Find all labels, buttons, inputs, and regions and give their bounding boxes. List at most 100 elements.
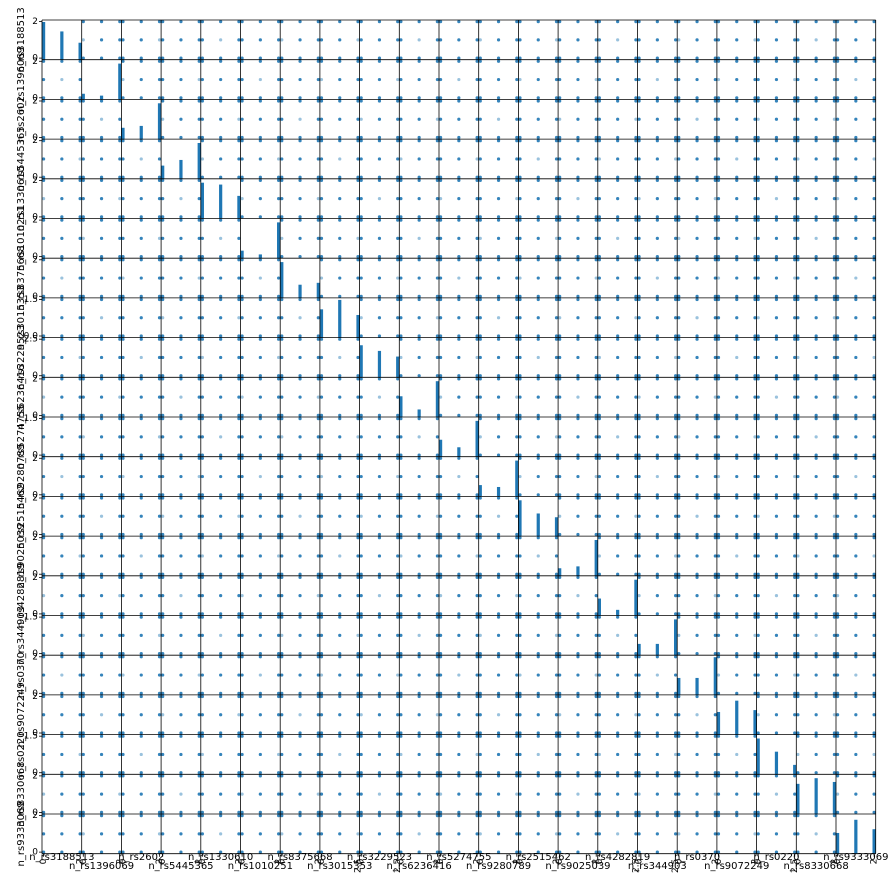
scatter-point bbox=[161, 514, 165, 518]
scatter-point bbox=[121, 297, 125, 302]
cell-n_rs8330668-vs-n_rs2515462 bbox=[518, 774, 559, 815]
scatter-point bbox=[554, 771, 559, 775]
cell-n_rs344903-vs-n_rs9025039 bbox=[558, 615, 598, 656]
scatter-point bbox=[515, 594, 519, 598]
scatter-point bbox=[258, 377, 262, 381]
scatter-point bbox=[832, 258, 837, 262]
scatter-point bbox=[197, 374, 201, 378]
cell-n_rs344903-vs-n_rs4282819 bbox=[597, 615, 638, 656]
scatter-point bbox=[872, 453, 876, 457]
scatter-point bbox=[558, 218, 562, 222]
scatter-point bbox=[258, 19, 262, 24]
scatter-point bbox=[417, 355, 421, 360]
scatter-point bbox=[634, 77, 638, 82]
scatter-point bbox=[157, 493, 162, 497]
scatter-point bbox=[60, 792, 64, 796]
scatter-point bbox=[161, 334, 165, 338]
scatter-point bbox=[60, 691, 64, 695]
scatter-point bbox=[637, 456, 641, 460]
cell-n_rs1330610-vs-n_rs5445365 bbox=[161, 178, 201, 219]
scatter-point bbox=[179, 355, 183, 360]
scatter-point bbox=[396, 615, 400, 619]
scatter-point bbox=[377, 117, 382, 121]
cell-n_rs6236416-vs-n_rs0220 bbox=[756, 377, 797, 418]
scatter-point bbox=[536, 572, 540, 576]
scatter-point bbox=[161, 652, 165, 656]
scatter-point bbox=[695, 215, 699, 219]
scatter-point bbox=[478, 96, 482, 100]
scatter-point bbox=[280, 117, 284, 121]
scatter-point bbox=[298, 413, 302, 418]
cell-n_rs8330668-vs-n_rs3229523 bbox=[359, 774, 400, 815]
scatter-point bbox=[814, 691, 818, 695]
cell-n_rs2602-vs-n_rs9280789 bbox=[478, 99, 519, 140]
scatter-point bbox=[655, 673, 659, 677]
cell-n_rs9333069-vs-n_rs8330668 bbox=[796, 813, 837, 854]
scatter-point bbox=[475, 734, 479, 738]
scatter-point bbox=[872, 594, 876, 598]
scatter-point bbox=[478, 673, 482, 677]
scatter-point bbox=[280, 652, 284, 656]
cell-n_rs2515462-vs-n_rs2515462 bbox=[518, 500, 559, 537]
scatter-point bbox=[796, 218, 800, 222]
scatter-point bbox=[258, 117, 262, 121]
x-axis-label-n_rs5274755: n_rs5274755 bbox=[426, 852, 491, 863]
x-tick-label: 2 bbox=[830, 859, 840, 865]
scatter-point bbox=[558, 413, 562, 418]
scatter-point bbox=[478, 554, 482, 558]
scatter-point bbox=[832, 633, 837, 637]
cell-n_rs0370-vs-n_rs0370 bbox=[677, 657, 717, 695]
scatter-point bbox=[277, 117, 281, 121]
cell-n_rs9025039-vs-n_rs3188513 bbox=[41, 536, 82, 576]
cell-n_rs1010251-vs-n_rs1010251 bbox=[240, 222, 281, 259]
scatter-point bbox=[695, 297, 699, 302]
scatter-point bbox=[634, 236, 638, 240]
scatter-point bbox=[78, 633, 82, 637]
scatter-point bbox=[674, 139, 678, 143]
scatter-point bbox=[316, 832, 320, 836]
scatter-point bbox=[814, 532, 818, 537]
scatter-point bbox=[695, 355, 699, 360]
scatter-point bbox=[753, 395, 757, 399]
scatter-point bbox=[832, 474, 837, 479]
scatter-point bbox=[41, 694, 46, 699]
scatter-point bbox=[41, 850, 46, 854]
scatter-point bbox=[518, 832, 522, 836]
scatter-point bbox=[554, 752, 559, 757]
scatter-point bbox=[359, 615, 363, 619]
scatter-point bbox=[677, 96, 681, 100]
scatter-point bbox=[457, 536, 461, 540]
scatter-point bbox=[854, 453, 858, 457]
scatter-point bbox=[713, 56, 717, 60]
scatter-point bbox=[258, 655, 262, 659]
scatter-point bbox=[634, 316, 638, 320]
scatter-point bbox=[872, 810, 876, 815]
scatter-point bbox=[872, 374, 876, 378]
scatter-point bbox=[200, 612, 204, 616]
scatter-point bbox=[554, 813, 559, 818]
y-tick-label: 1.5 bbox=[24, 732, 38, 742]
scatter-point bbox=[78, 615, 82, 619]
cell-n_rs3229523-vs-n_rs3229523 bbox=[359, 345, 400, 378]
scatter-point bbox=[179, 594, 183, 598]
scatter-point bbox=[359, 77, 363, 82]
scatter-point bbox=[396, 139, 400, 143]
scatter-point bbox=[814, 832, 818, 836]
cell-n_rs1330610-vs-n_rs1396069 bbox=[81, 178, 122, 219]
scatter-point bbox=[417, 294, 421, 298]
scatter-point bbox=[594, 691, 598, 695]
scatter-point bbox=[637, 493, 641, 497]
scatter-point bbox=[438, 474, 443, 479]
scatter-point bbox=[597, 38, 601, 42]
scatter-point bbox=[457, 355, 461, 360]
scatter-point bbox=[796, 850, 800, 854]
scatter-point bbox=[179, 334, 183, 338]
scatter-point bbox=[518, 297, 522, 302]
scatter-point bbox=[78, 139, 82, 143]
scatter-point bbox=[81, 673, 85, 677]
scatter-point bbox=[417, 713, 421, 717]
y-axis-label-n_rs2515462: n_rs2515462 bbox=[16, 484, 27, 549]
scatter-point bbox=[674, 377, 678, 381]
scatter-point bbox=[634, 215, 638, 219]
scatter-point bbox=[536, 774, 540, 778]
